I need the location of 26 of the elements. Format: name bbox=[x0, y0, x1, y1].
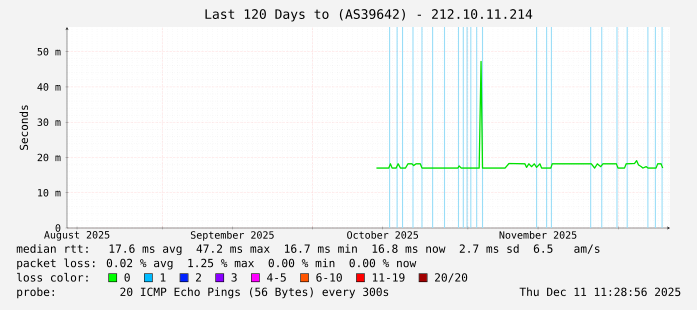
text: packet loss: 0.02 % avg 1.25 % max 0.00 % min 0.00 % now bbox=[17, 258, 416, 270]
y-tick-label: 10 m bbox=[38, 188, 61, 197]
x-tick-label: September 2025 bbox=[190, 231, 274, 241]
text: 4-5 bbox=[267, 273, 286, 282]
y-tick-label: 30 m bbox=[38, 118, 61, 126]
y-axis-title: Seconds bbox=[20, 105, 28, 150]
text: loss color: bbox=[17, 272, 88, 282]
chart-title: Last 120 Days to (AS39642) - 212.10.11.214 bbox=[206, 8, 532, 22]
text: 3 bbox=[232, 273, 237, 282]
text: Thu Dec 11 11:28:56 2025 bbox=[520, 287, 680, 296]
text: 6-10 bbox=[316, 273, 342, 282]
x-tick-label: August 2025 bbox=[44, 231, 110, 241]
y-tick-label: 0 bbox=[56, 224, 60, 232]
text: 0 bbox=[124, 273, 130, 282]
text: 2 bbox=[196, 273, 201, 282]
text: 11-19 bbox=[372, 273, 404, 282]
text: 20/20 bbox=[435, 273, 468, 283]
line-series bbox=[376, 60, 664, 169]
text: median rtt: 17.6 ms avg 47.2 ms max 16.7 ms min 16.8 ms now 2.7 ms sd 6.5 am/s bbox=[16, 244, 600, 256]
y-tick-label: 20 m bbox=[38, 154, 61, 162]
y-tick-label: 40 m bbox=[37, 83, 61, 91]
x-tick-label: October 2025 bbox=[347, 231, 418, 239]
text: 1 bbox=[160, 273, 166, 282]
text: probe: 20 ICMP Echo Pings (56 Bytes) every 300s bbox=[17, 287, 388, 298]
x-tick-label: November 2025 bbox=[500, 231, 576, 239]
y-tick-label: 50 m bbox=[38, 48, 61, 56]
